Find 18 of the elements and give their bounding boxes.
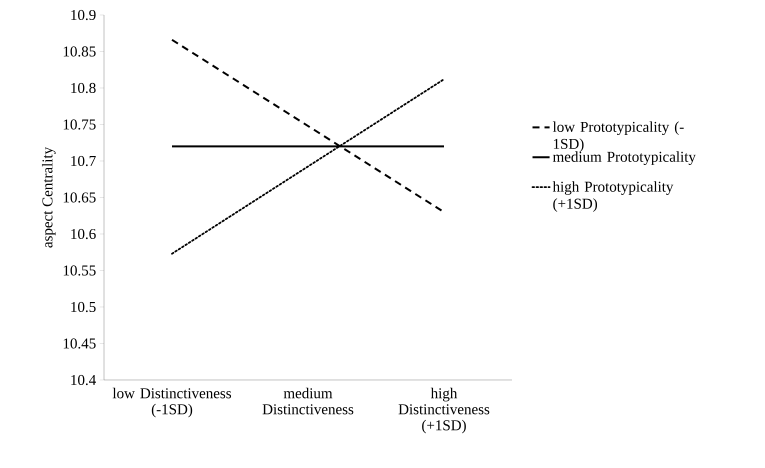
legend-label: low Prototypicality (-1SD) <box>552 121 684 152</box>
x-tick-label: low Distinctiveness (-1SD) <box>112 388 232 418</box>
y-tick-label: 10.45 <box>64 338 96 349</box>
y-tick-label: 10.75 <box>64 119 96 130</box>
y-tick-label: 10.55 <box>64 265 96 276</box>
y-tick-label: 10.8 <box>71 82 96 94</box>
x-tick-label: high Distinctiveness (+1SD) <box>398 388 490 434</box>
y-tick-label: 10.6 <box>71 228 96 240</box>
y-tick-label: 10.5 <box>71 302 96 312</box>
legend-label: high Prototypicality (+1SD) <box>552 181 674 212</box>
y-tick-label: 10.9 <box>71 10 96 20</box>
y-axis-title: aspect Centrality <box>42 146 56 248</box>
y-tick-label: 10.65 <box>64 192 96 203</box>
y-tick-label: 10.7 <box>71 156 96 166</box>
y-tick-label: 10.85 <box>64 46 96 57</box>
legend-label: medium Prototypicality <box>552 151 696 165</box>
x-tick-label: medium Distinctiveness <box>262 388 354 414</box>
y-tick-label: 10.4 <box>71 374 96 386</box>
